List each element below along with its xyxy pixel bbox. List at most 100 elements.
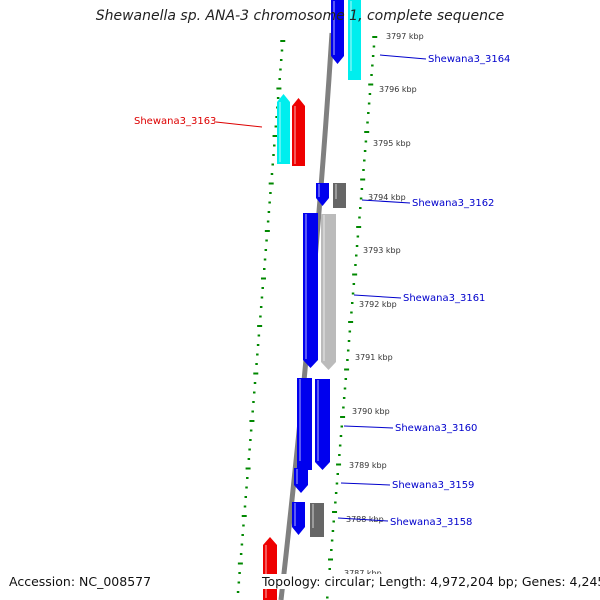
- inner-tick: [270, 173, 274, 175]
- inner-tick: [257, 325, 263, 327]
- kbp-label: 3796 kbp: [379, 85, 417, 94]
- gene-label: Shewana3_3163: [134, 116, 216, 127]
- outer-tick: [351, 292, 355, 295]
- outer-tick: [354, 254, 358, 257]
- feature-highlight: [333, 1, 335, 55]
- outer-tick: [355, 245, 359, 247]
- inner-tick: [267, 211, 271, 213]
- inner-tick: [278, 78, 281, 80]
- inner-tick: [279, 59, 283, 61]
- outer-tick: [339, 435, 343, 437]
- inner-tick: [264, 230, 270, 232]
- outer-tick: [340, 425, 344, 428]
- kbp-label: 3790 kbp: [352, 407, 390, 416]
- inner-tick: [274, 125, 278, 128]
- topology-label: Topology: circular; Length: 4,972,204 bp…: [262, 574, 600, 589]
- outer-tick: [364, 131, 370, 133]
- inner-tick: [251, 410, 254, 413]
- gene-label: Shewana3_3162: [412, 198, 494, 209]
- inner-tick: [272, 135, 278, 137]
- inner-tick: [275, 116, 278, 118]
- outer-tick: [356, 226, 362, 228]
- inner-tick: [247, 458, 251, 460]
- leader-line: [215, 121, 263, 128]
- inner-tick: [240, 543, 244, 546]
- outer-tick: [332, 511, 338, 513]
- outer-tick: [348, 321, 354, 323]
- outer-tick: [358, 216, 361, 219]
- kbp-label: 3793 kbp: [363, 246, 401, 255]
- gene-label: Shewana3_3164: [428, 54, 510, 65]
- kbp-label: 3797 kbp: [386, 32, 424, 41]
- kbp-label: 3791 kbp: [355, 353, 393, 362]
- outer-tick: [367, 102, 371, 105]
- inner-tick: [265, 239, 268, 242]
- inner-tick: [252, 401, 255, 403]
- outer-tick: [343, 387, 347, 390]
- outer-tick: [359, 207, 362, 209]
- inner-tick: [259, 315, 262, 318]
- feature-highlight: [317, 380, 319, 461]
- gene-label: Shewana3_3158: [390, 517, 472, 528]
- inner-tick: [236, 591, 240, 593]
- inner-tick: [246, 477, 249, 479]
- outer-tick: [366, 121, 369, 124]
- outer-tick: [331, 530, 335, 532]
- inner-tick: [273, 144, 276, 147]
- inner-tick: [237, 562, 243, 565]
- inner-tick: [249, 420, 255, 422]
- inner-tick: [259, 306, 263, 308]
- inner-tick: [253, 372, 259, 375]
- kbp-label: 3787 kbp: [344, 569, 382, 578]
- outer-tick: [371, 55, 375, 57]
- outer-tick: [360, 188, 364, 190]
- feature-highlight: [318, 184, 320, 197]
- gene-label: Shewana3_3159: [392, 480, 474, 491]
- inner-tick: [268, 182, 274, 185]
- leader-line: [353, 294, 402, 299]
- feature-highlight: [305, 214, 307, 359]
- outer-tick: [372, 36, 378, 38]
- gene-arrow: [315, 379, 330, 470]
- outer-tick: [328, 558, 334, 561]
- inner-tick: [253, 382, 257, 384]
- inner-tick: [257, 334, 261, 337]
- outer-tick: [364, 140, 368, 143]
- inner-tick: [242, 524, 245, 527]
- outer-tick: [340, 416, 346, 418]
- outer-tick: [346, 359, 349, 361]
- kbp-label: 3789 kbp: [349, 461, 387, 470]
- gene-label: Shewana3_3160: [395, 423, 477, 434]
- gene-label: Shewana3_3161: [403, 293, 485, 304]
- outer-tick: [338, 454, 341, 456]
- gene-arrow: [316, 183, 329, 206]
- inner-tick: [248, 448, 251, 451]
- outer-tick: [330, 539, 334, 542]
- inner-tick: [238, 572, 241, 574]
- feature-highlight: [294, 503, 296, 526]
- outer-tick: [372, 45, 376, 48]
- inner-tick: [263, 258, 267, 261]
- leader-line: [343, 425, 394, 429]
- inner-tick: [256, 344, 260, 346]
- outer-tick: [352, 283, 356, 285]
- gene-arrow: [292, 502, 305, 535]
- gene-arrow: [294, 468, 308, 493]
- outer-tick: [350, 311, 353, 314]
- kbp-label: 3792 kbp: [359, 300, 397, 309]
- inner-tick: [249, 439, 252, 441]
- outer-tick: [354, 264, 357, 266]
- feature-arrow: [321, 214, 336, 370]
- feature-highlight: [296, 469, 298, 484]
- outer-tick: [363, 159, 366, 162]
- inner-tick: [276, 97, 280, 99]
- outer-tick: [368, 93, 372, 95]
- outer-tick: [334, 492, 338, 494]
- outer-tick: [344, 378, 348, 380]
- inner-tick: [280, 40, 286, 42]
- outer-tick: [336, 463, 342, 466]
- inner-tick: [237, 581, 241, 584]
- inner-tick: [239, 553, 243, 555]
- feature-bar: [310, 503, 324, 537]
